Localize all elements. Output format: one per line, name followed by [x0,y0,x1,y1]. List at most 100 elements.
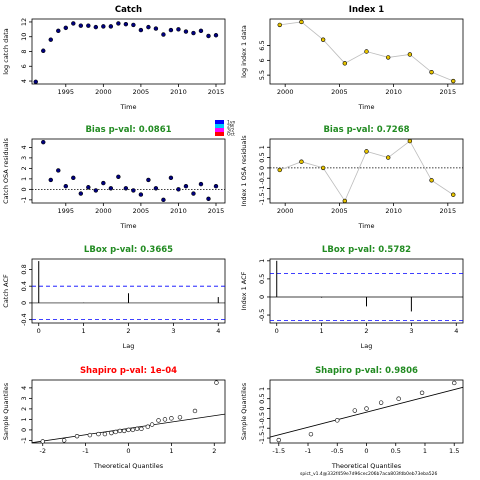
data-point [102,431,108,437]
x-tick-label: 2010 [170,207,187,215]
data-point [429,69,434,75]
y-tick-label: 2 [20,166,28,170]
panel-catch: Catch 1995 2000 2005 2010 2015 4 6 8 10 12 Time log … [2,5,226,111]
data-point [320,37,326,42]
data-point [385,55,391,60]
data-point [63,25,68,31]
x-tick-label: 3 [409,327,413,335]
x-tick-label: 1 [423,447,427,455]
data-point [198,181,204,187]
data-point [192,408,198,414]
y-tick-label: 0.5 [258,394,266,404]
chart-title: Catch [115,5,142,15]
data-point [96,431,101,437]
data-point [116,21,121,26]
x-tick-label: 1 [82,327,86,335]
data-point [183,184,189,189]
y-tick-label: 6 [20,64,28,68]
y-tick-label: 0 [20,187,28,191]
x-tick-label: 2010 [385,88,402,96]
y-tick-label: -0.5 [258,309,266,322]
x-tick-label: 1 [320,327,324,335]
data-point [364,406,369,411]
x-tick-label: -2 [39,447,45,455]
data-point [139,426,144,432]
x-tick-label: 4 [216,327,220,335]
chart-title: LBox p-val: 0.3665 [84,245,173,255]
x-tick-label: 2 [212,447,216,455]
y-tick-label: 0 [258,166,266,170]
x-axis-label: Time [358,222,375,230]
data-point [214,380,219,385]
y-tick-label: 1 [258,387,266,391]
x-tick-label: 1.5 [449,447,459,455]
data-point [407,139,413,144]
data-point [352,408,358,413]
data-point [277,22,282,28]
data-point [451,192,456,197]
data-point [146,177,151,183]
x-tick-label: 0 [275,327,279,335]
data-point [396,396,401,401]
x-tick-label: 2015 [208,207,225,215]
x-tick-label: 2000 [277,207,294,215]
data-point [87,432,93,438]
y-tick-label: 1 [258,259,266,263]
data-point [342,61,348,66]
data-point [101,180,106,186]
chart-title: Bias p-val: 0.7268 [323,125,409,135]
data-point [126,427,131,433]
chart-title: Bias p-val: 0.0861 [85,125,171,135]
data-point [168,175,174,181]
data-point [364,149,369,154]
data-point [320,165,326,171]
data-point [130,427,135,433]
x-tick-label: 1 [169,447,173,455]
legend-label: 3/2 [227,128,234,134]
data-point [71,21,76,26]
data-point [48,177,53,183]
y-tick-label: 1 [20,177,28,181]
data-point [342,198,348,203]
data-point [74,433,80,439]
panel-index1: Index 1 2000 2005 2010 2015 5.5 6 6.5 Time log in… [240,5,464,111]
x-tick-label: -1 [82,447,88,455]
data-point [86,23,91,28]
data-point [48,37,53,42]
data-point [134,426,140,432]
data-point [131,188,136,193]
plot-frame [269,138,464,204]
data-point [419,390,425,395]
plot-frame [31,258,226,324]
data-point [407,52,413,57]
y-axis-label: Sample Quantiles [2,382,10,440]
data-point [335,418,340,423]
data-point [117,428,123,434]
data-point [86,185,91,190]
y-tick-label: 0.4 [20,281,28,291]
data-point [299,19,304,25]
plot-area [33,21,219,84]
y-tick-label: 5.5 [258,70,266,80]
panel-qq_catch: Shapiro p-val: 1e-04 -2 -1 0 1 2 -1 0 1 2 3 4 Theore… [2,366,226,470]
legend-swatch [215,120,224,124]
data-point [33,79,38,84]
data-point [145,424,151,429]
x-tick-label: 2000 [277,88,294,96]
y-tick-label: 1 [20,417,28,421]
y-tick-label: 6 [258,58,266,62]
y-tick-label: 0 [258,295,266,299]
y-tick-label: 0 [258,406,266,410]
y-tick-label: 0.5 [258,152,266,162]
chart-title: Shapiro p-val: 1e-04 [80,366,177,376]
x-axis-label: Theoretical Quantiles [93,462,164,470]
y-tick-label: 2 [20,407,28,411]
data-point [378,400,384,405]
y-axis-label: Sample Quantiles [240,382,248,440]
y-tick-label: -1 [20,437,28,443]
data-point [183,29,189,34]
data-point [122,428,127,434]
y-tick-label: 0 [20,301,28,305]
